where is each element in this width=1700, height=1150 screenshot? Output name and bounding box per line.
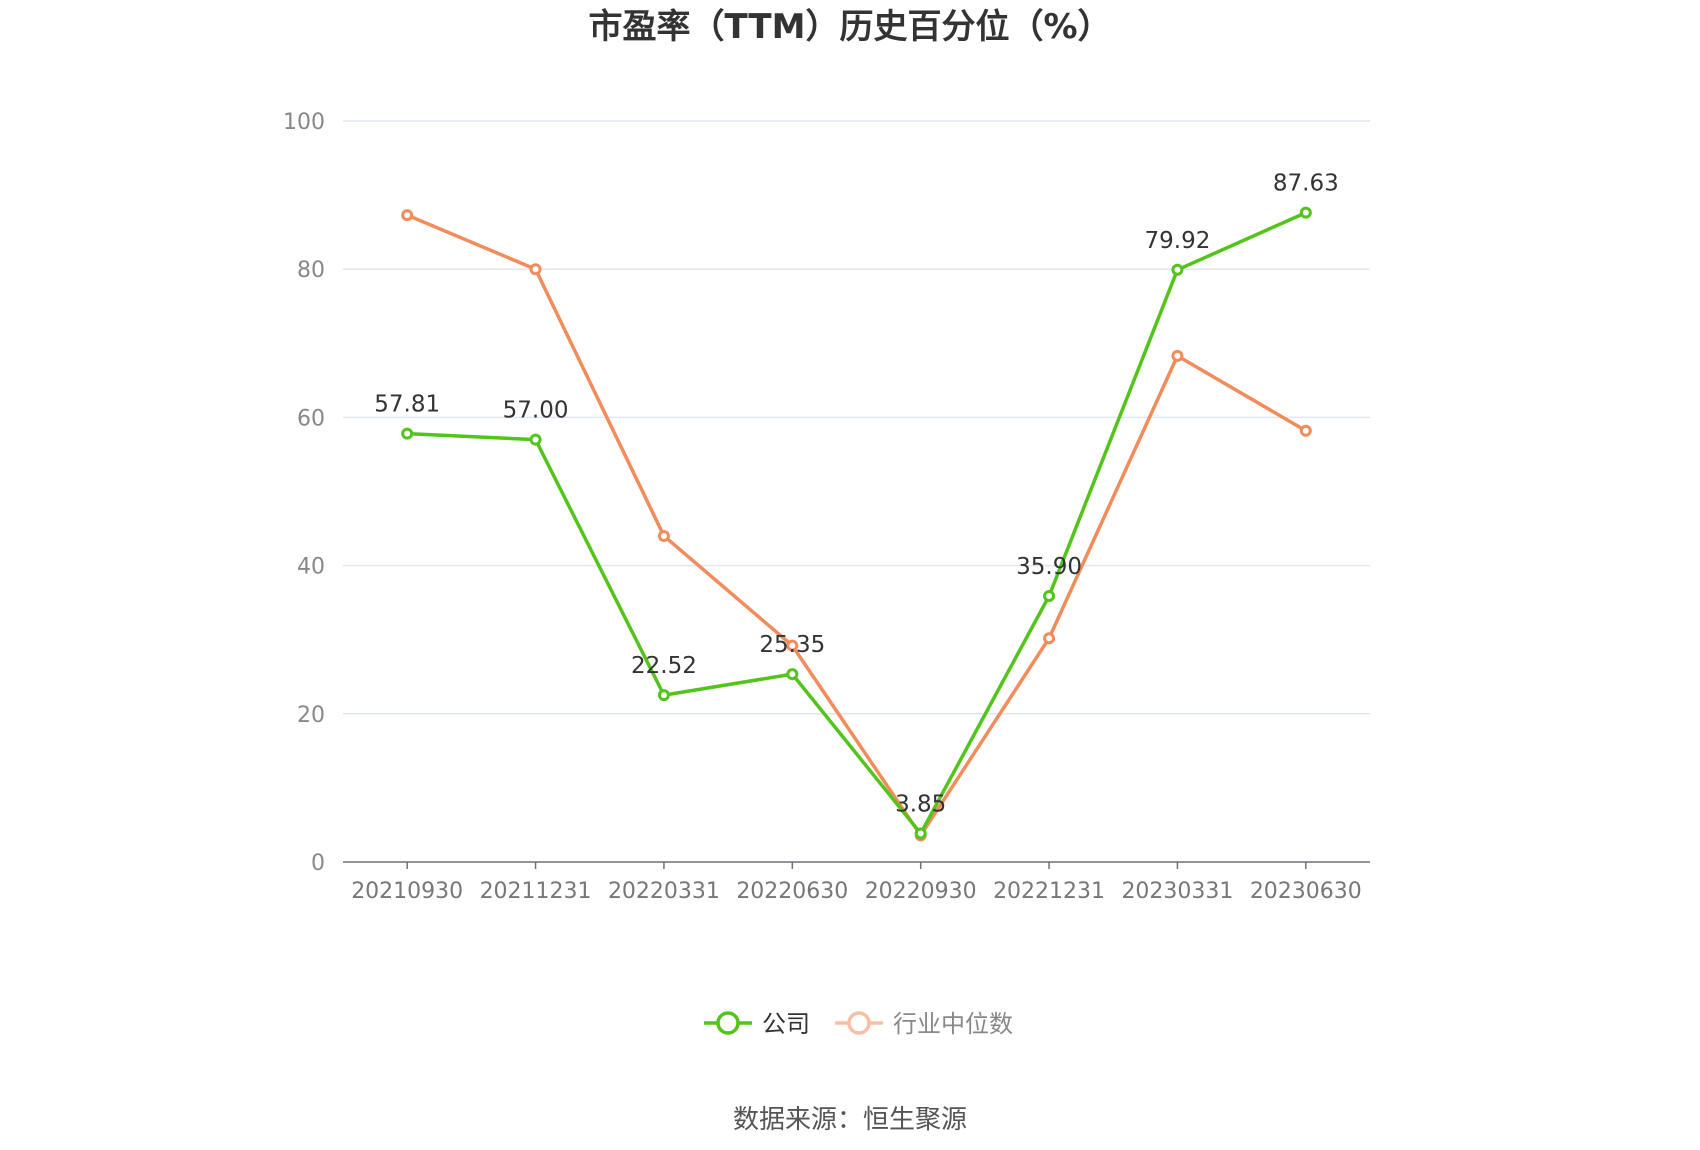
data-point[interactable]	[529, 263, 542, 276]
x-tick-label: 20210930	[351, 879, 463, 904]
data-point[interactable]	[1299, 424, 1312, 437]
x-tick-label: 20211231	[480, 879, 592, 904]
x-tick-label: 20220630	[736, 879, 848, 904]
data-point[interactable]	[401, 427, 414, 440]
data-label: 79.92	[1145, 228, 1211, 254]
y-tick-label: 80	[297, 258, 325, 283]
data-point[interactable]	[1171, 349, 1184, 362]
data-point[interactable]	[657, 529, 670, 542]
data-point[interactable]	[1043, 632, 1056, 645]
data-point[interactable]	[786, 639, 799, 652]
data-label: 57.00	[503, 398, 569, 424]
data-point[interactable]	[529, 433, 542, 446]
x-tick-label: 20220331	[608, 879, 720, 904]
data-point[interactable]	[401, 209, 414, 222]
y-tick-label: 40	[297, 555, 325, 580]
data-label: 25.35	[759, 632, 825, 658]
data-point[interactable]	[914, 827, 927, 840]
legend-label[interactable]: 行业中位数	[893, 1010, 1013, 1038]
legend-marker[interactable]	[847, 1011, 871, 1035]
data-point[interactable]	[1043, 589, 1056, 602]
data-point[interactable]	[1171, 263, 1184, 276]
x-tick-label: 20230630	[1250, 879, 1362, 904]
data-point[interactable]	[786, 668, 799, 681]
data-label: 22.52	[631, 653, 697, 679]
x-tick-label: 20221231	[993, 879, 1105, 904]
data-label: 87.63	[1273, 171, 1339, 197]
chart-title: 市盈率（TTM）历史百分位（%）	[588, 7, 1111, 47]
y-tick-label: 20	[297, 703, 325, 728]
series-line-1	[406, 213, 1307, 838]
legend-label[interactable]: 公司	[762, 1010, 810, 1038]
data-label: 57.81	[374, 392, 440, 418]
x-tick-label: 20220930	[865, 879, 977, 904]
data-point[interactable]	[657, 689, 670, 702]
x-tick-label: 20230331	[1121, 879, 1233, 904]
y-tick-label: 0	[311, 851, 325, 876]
data-label: 35.90	[1016, 554, 1082, 580]
y-tick-label: 60	[297, 406, 325, 431]
series-line-0	[407, 211, 1307, 836]
legend-marker[interactable]	[716, 1011, 740, 1035]
data-point[interactable]	[1299, 206, 1312, 219]
y-tick-label: 100	[283, 110, 325, 135]
data-source: 数据来源：恒生聚源	[733, 1105, 967, 1135]
data-label: 3.85	[895, 791, 946, 817]
